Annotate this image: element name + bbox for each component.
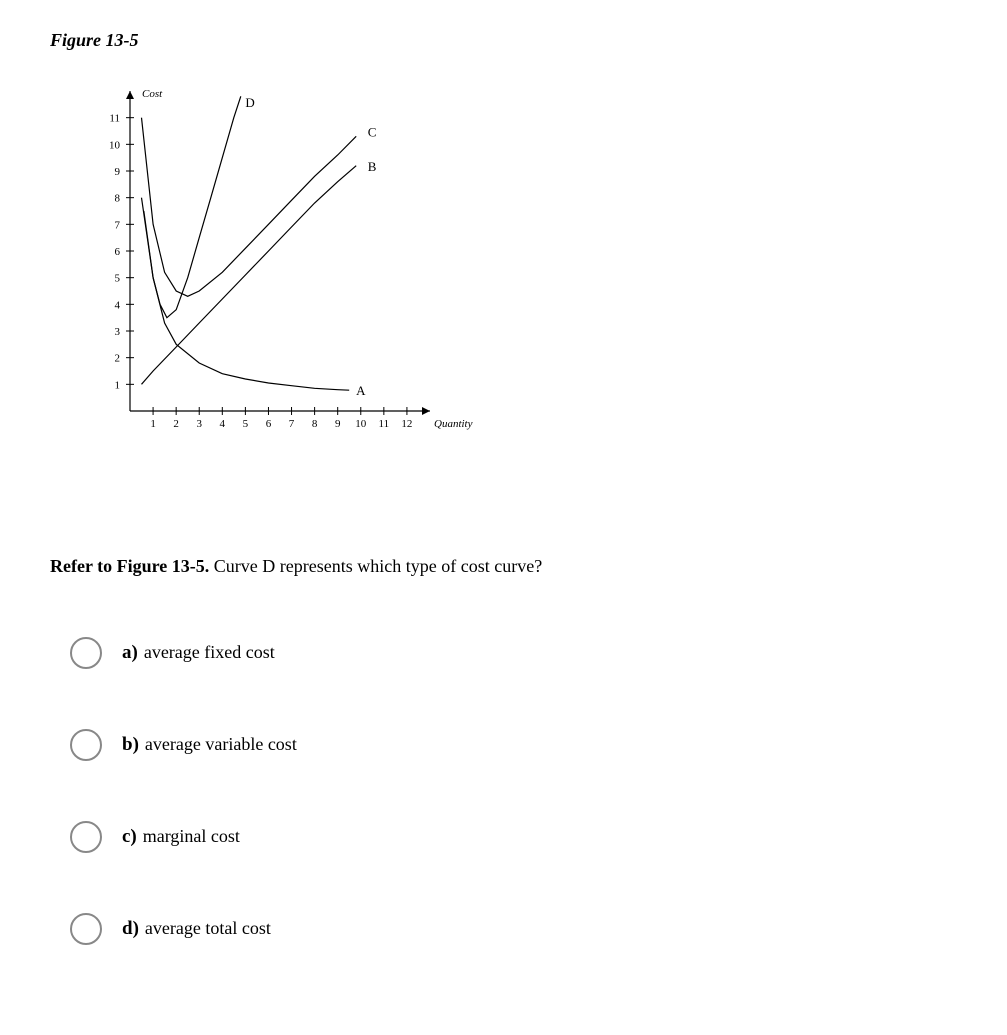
option-text: average total cost (145, 918, 271, 938)
svg-text:3: 3 (115, 326, 121, 338)
option-text: average fixed cost (144, 642, 275, 662)
svg-text:12: 12 (401, 418, 412, 430)
option-a[interactable]: a) average fixed cost (70, 637, 957, 669)
svg-text:8: 8 (312, 418, 318, 430)
svg-text:7: 7 (115, 219, 121, 231)
chart-svg: 1234567891011123456789101112CostQuantity… (90, 71, 490, 451)
option-text: average variable cost (145, 734, 297, 754)
option-b[interactable]: b) average variable cost (70, 729, 957, 761)
cost-chart: 1234567891011123456789101112CostQuantity… (90, 71, 957, 456)
option-label: c) marginal cost (122, 826, 240, 848)
svg-text:2: 2 (115, 353, 121, 365)
option-c[interactable]: c) marginal cost (70, 821, 957, 853)
svg-text:10: 10 (355, 418, 367, 430)
svg-text:10: 10 (109, 139, 121, 151)
svg-text:D: D (245, 95, 254, 110)
option-label: d) average total cost (122, 918, 271, 940)
option-text: marginal cost (143, 826, 240, 846)
svg-text:Quantity: Quantity (434, 418, 473, 430)
svg-text:5: 5 (243, 418, 249, 430)
svg-text:1: 1 (150, 418, 156, 430)
question-body: Curve D represents which type of cost cu… (209, 556, 542, 576)
svg-text:6: 6 (266, 418, 272, 430)
question-prefix: Refer to Figure 13-5. (50, 556, 209, 576)
svg-text:8: 8 (115, 193, 121, 205)
svg-text:B: B (368, 159, 377, 174)
question-text: Refer to Figure 13-5. Curve D represents… (50, 556, 957, 577)
svg-text:9: 9 (115, 166, 121, 178)
svg-text:1: 1 (115, 379, 121, 391)
svg-text:5: 5 (115, 273, 121, 285)
svg-text:9: 9 (335, 418, 341, 430)
svg-text:A: A (356, 383, 366, 398)
svg-text:11: 11 (379, 418, 390, 430)
options-list: a) average fixed cost b) average variable … (70, 637, 957, 945)
option-letter: b) (122, 734, 139, 755)
svg-text:C: C (368, 124, 377, 139)
option-letter: d) (122, 918, 139, 939)
svg-text:4: 4 (220, 418, 226, 430)
radio-icon[interactable] (70, 637, 102, 669)
svg-text:Cost: Cost (142, 88, 163, 100)
option-label: b) average variable cost (122, 734, 297, 756)
figure-title: Figure 13-5 (50, 30, 957, 51)
svg-text:6: 6 (115, 246, 121, 258)
radio-icon[interactable] (70, 729, 102, 761)
svg-text:3: 3 (196, 418, 202, 430)
option-label: a) average fixed cost (122, 642, 275, 664)
svg-text:4: 4 (115, 299, 121, 311)
option-letter: a) (122, 642, 138, 663)
option-letter: c) (122, 826, 137, 847)
svg-text:11: 11 (109, 113, 120, 125)
radio-icon[interactable] (70, 913, 102, 945)
svg-text:2: 2 (173, 418, 179, 430)
svg-text:7: 7 (289, 418, 295, 430)
radio-icon[interactable] (70, 821, 102, 853)
option-d[interactable]: d) average total cost (70, 913, 957, 945)
